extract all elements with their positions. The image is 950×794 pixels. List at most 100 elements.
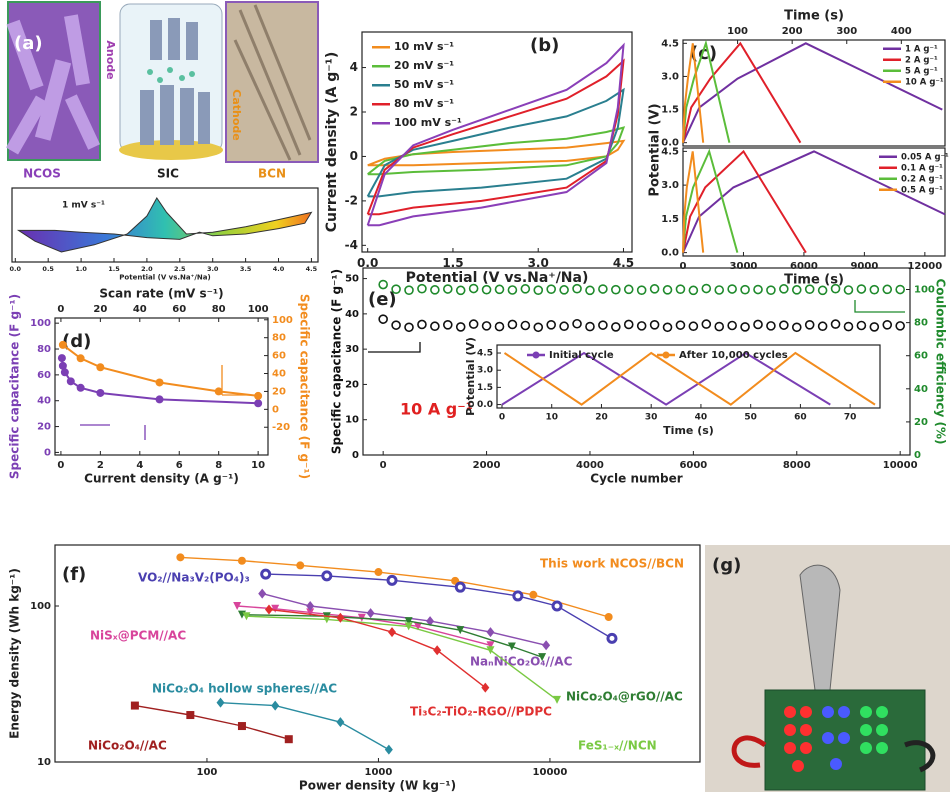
tick-label: 2: [97, 460, 104, 471]
point: [612, 323, 620, 331]
marker: [77, 384, 85, 392]
y-axis-label: Current density (A g⁻¹): [324, 52, 340, 232]
tick-label: 40: [345, 309, 359, 320]
tick-label: 100: [197, 767, 218, 778]
series-label: NaₙNiCo₂O₄//AC: [470, 655, 573, 669]
tick-label: 2: [350, 105, 358, 119]
point: [857, 285, 865, 293]
point: [883, 321, 891, 329]
legend-label: 100 mV s⁻¹: [394, 116, 462, 129]
tick-label: 4.0: [273, 265, 285, 273]
tick-label: 70: [844, 413, 857, 423]
point: [521, 322, 529, 330]
tick-label: 8: [215, 460, 222, 471]
point: [495, 285, 503, 293]
annotation: 1 mV s⁻¹: [62, 201, 105, 211]
tick-label: 60: [37, 370, 51, 381]
y-axis-label: Potential (V): [648, 103, 663, 196]
marker: [77, 354, 85, 362]
legend-label: Initial cycle: [549, 350, 614, 361]
point: [870, 323, 878, 331]
tick-label: 40: [37, 396, 51, 407]
point: [495, 323, 503, 331]
marker: [608, 634, 616, 642]
marker: [262, 570, 270, 578]
point: [715, 286, 723, 294]
x2-axis-label: Scan rate (mV s⁻¹): [99, 287, 223, 301]
tick-label: 10: [251, 460, 265, 471]
marker: [131, 702, 139, 710]
point: [625, 285, 633, 293]
arrow: [80, 425, 145, 440]
point: [470, 320, 478, 328]
legend-label: 5 A g⁻¹: [905, 66, 938, 76]
legend-label: 0.2 A g⁻¹: [901, 174, 943, 184]
arrow: [222, 365, 250, 395]
tick-label: 1.5: [661, 105, 679, 116]
tick-label: 8000: [783, 460, 811, 471]
point: [883, 285, 891, 293]
y-axis-label: Potential (V): [464, 337, 477, 416]
point: [612, 286, 620, 294]
annotation: 10 A g⁻¹: [400, 400, 473, 419]
panel-label: (f): [62, 564, 86, 585]
x-axis-label: Potential (V vs.Na⁺/Na): [119, 274, 210, 282]
point: [702, 320, 710, 328]
point: [431, 322, 439, 330]
marker: [388, 576, 396, 584]
tick-label: 20: [345, 379, 359, 390]
series-label: NiCo₂O₄//AC: [88, 739, 167, 753]
tick-label: 0: [352, 450, 359, 461]
series-line: [135, 706, 289, 740]
tick-label: 100: [30, 601, 51, 612]
tick-label: 6000: [679, 460, 707, 471]
tick-label: 4.5: [306, 265, 318, 273]
point: [599, 321, 607, 329]
tick-label: 40: [133, 304, 147, 315]
tick-label: 40: [272, 369, 286, 380]
marker: [323, 572, 331, 580]
tick-label: 400: [891, 26, 912, 37]
tick-label: 300: [836, 26, 857, 37]
series-line: [63, 345, 258, 396]
point: [379, 315, 387, 323]
tick-label: 3.5: [240, 265, 252, 273]
legend-label: 10 mV s⁻¹: [394, 40, 454, 53]
point: [689, 286, 697, 294]
tick-label: 100: [30, 318, 51, 329]
tick-label: 2.5: [174, 265, 186, 273]
x-axis-label: Potential (V vs.Na⁺/Na): [406, 270, 589, 286]
marker: [486, 627, 494, 637]
point: [547, 321, 555, 329]
y-axis-label: Specific capacitance (F g⁻¹): [330, 269, 344, 454]
caption: BCN: [258, 167, 286, 181]
point: [599, 285, 607, 293]
marker: [529, 591, 537, 599]
marker: [374, 568, 382, 576]
tick-label: 20: [37, 422, 51, 433]
tick-label: 0.0: [661, 248, 679, 259]
tick-label: 4000: [576, 460, 604, 471]
legend-marker: [663, 352, 670, 359]
marker: [514, 592, 522, 600]
tick-label: 1.5: [661, 214, 679, 225]
anode-label: Anode: [104, 40, 117, 79]
point: [625, 320, 633, 328]
caption: SIC: [157, 167, 179, 181]
marker: [176, 553, 184, 561]
point: [793, 323, 801, 331]
tick-label: 12000: [907, 261, 942, 272]
tick-label: 3.0: [661, 71, 679, 82]
tick-label: 0: [272, 404, 279, 415]
tick-label: 100: [272, 315, 293, 326]
tick-label: 4.5: [661, 38, 679, 49]
tick-label: 3.0: [661, 180, 679, 191]
marker: [456, 583, 464, 591]
point: [534, 323, 542, 331]
marker: [156, 378, 164, 386]
point: [676, 285, 684, 293]
tick-label: 60: [914, 351, 928, 362]
tick-label: 0: [44, 447, 51, 458]
point: [728, 322, 736, 330]
point: [379, 281, 387, 289]
